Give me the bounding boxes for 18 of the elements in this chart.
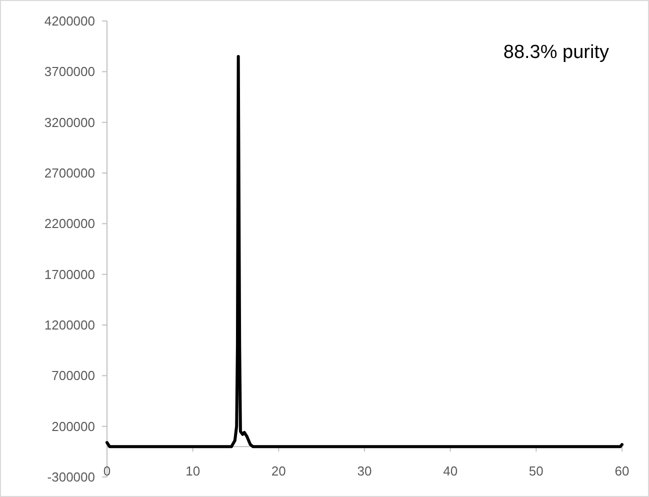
x-tick-label: 40 bbox=[443, 464, 458, 479]
y-tick-label: 2700000 bbox=[44, 166, 95, 181]
x-tick-label: 0 bbox=[103, 464, 111, 479]
x-tick-label: 30 bbox=[357, 464, 372, 479]
y-tick-label: 2200000 bbox=[44, 216, 95, 232]
y-tick-label: 3200000 bbox=[44, 114, 95, 130]
x-tick-label: 20 bbox=[271, 464, 286, 479]
x-tick-label: 50 bbox=[528, 464, 544, 479]
y-tick-label: 1700000 bbox=[44, 266, 95, 282]
y-tick-label: 1200000 bbox=[44, 318, 95, 333]
y-tick-label: 200000 bbox=[52, 418, 95, 434]
x-tick-label: 10 bbox=[186, 464, 200, 479]
annotation: 88.3% purity bbox=[503, 42, 610, 63]
y-tick-label: -300000 bbox=[47, 470, 95, 485]
x-tick-label: 60 bbox=[614, 464, 630, 479]
y-tick-label: 4200000 bbox=[44, 14, 95, 29]
y-tick-label: 700000 bbox=[52, 368, 95, 384]
y-tick-label: 3700000 bbox=[44, 64, 95, 80]
